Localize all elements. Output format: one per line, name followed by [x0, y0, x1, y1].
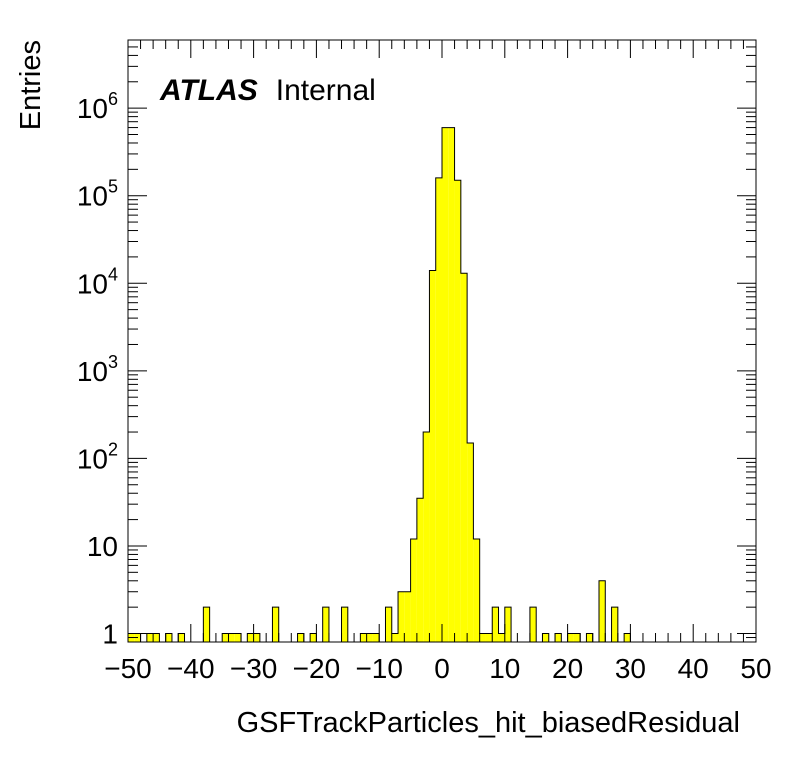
- histogram-bar: [599, 580, 606, 642]
- histogram-bar: [222, 633, 229, 642]
- histogram-bar: [542, 633, 549, 642]
- histogram-bar: [416, 498, 424, 642]
- atlas-label: ATLAS Internal: [159, 74, 376, 107]
- histogram-bar: [203, 607, 210, 642]
- histogram-bar: [573, 633, 581, 642]
- x-tick-label: 20: [552, 653, 583, 684]
- x-tick-label: −30: [230, 653, 278, 684]
- histogram-bar: [479, 633, 486, 642]
- atlas-label-status: Internal: [276, 74, 376, 107]
- y-tick-labels: 1 10 102 103 104 105 106: [77, 89, 118, 649]
- y-axis-title: Entries: [15, 40, 47, 130]
- histogram-bar: [234, 633, 242, 642]
- histogram-bar: [385, 607, 392, 642]
- histogram-bar: [366, 633, 373, 642]
- y-tick-label: 102: [77, 439, 118, 474]
- histogram-bar: [498, 633, 505, 642]
- histogram-bar: [253, 633, 260, 642]
- histogram-bar: [178, 633, 185, 642]
- histogram-bar: [624, 633, 631, 642]
- histogram-bar: [429, 270, 436, 642]
- y-tick-label: 1: [102, 619, 118, 650]
- histogram-bar: [391, 633, 399, 642]
- histogram-bar: [473, 539, 480, 642]
- histogram-bar: [297, 633, 304, 642]
- y-tick-label: 103: [77, 352, 118, 387]
- histogram-bar: [360, 633, 367, 642]
- histogram-bar: [586, 633, 593, 642]
- x-tick-labels: −50 −40 −30 −20 −10 0 10 20 30 40 50: [104, 653, 771, 684]
- histogram-bar: [467, 442, 474, 642]
- histogram-bar: [435, 177, 442, 643]
- x-tick-label: 30: [615, 653, 646, 684]
- histogram-bar: [372, 633, 380, 642]
- histogram-bar: [492, 607, 499, 642]
- histogram-bar: [228, 633, 235, 642]
- y-tick-label: 10: [87, 531, 118, 562]
- histogram-bar: [529, 607, 537, 642]
- histogram-bar: [460, 273, 468, 642]
- histogram-bar: [555, 633, 562, 642]
- y-tick-label: 106: [77, 89, 118, 124]
- y-tick-label: 105: [77, 177, 118, 212]
- histogram-bar: [410, 539, 417, 642]
- histogram-bar: [504, 607, 512, 642]
- histogram-bar: [485, 633, 493, 642]
- histogram-bar: [611, 607, 618, 642]
- histogram-bar: [153, 633, 160, 642]
- histogram-bar: [448, 127, 455, 642]
- histogram-bar: [322, 607, 329, 642]
- x-tick-label: −40: [167, 653, 215, 684]
- plot-frame: [127, 39, 757, 643]
- histogram-bar: [146, 633, 154, 642]
- histogram-bar: [423, 432, 430, 642]
- histogram-bar: [165, 633, 172, 642]
- atlas-label-bold: ATLAS: [159, 74, 258, 107]
- histogram-bar: [247, 633, 254, 642]
- x-axis-title: GSFTrackParticles_hit_biasedResidual: [237, 707, 740, 739]
- histogram-bar: [310, 633, 317, 642]
- x-tick-label: −10: [355, 653, 403, 684]
- histogram-bar: [398, 591, 405, 642]
- histogram-bar: [454, 180, 461, 642]
- x-tick-label: 10: [489, 653, 520, 684]
- histogram-bar: [272, 607, 279, 642]
- x-tick-label: −50: [104, 653, 152, 684]
- x-tick-label: −20: [293, 653, 341, 684]
- histogram-bars: [128, 127, 631, 643]
- x-tick-label: 40: [678, 653, 709, 684]
- histogram-bar: [404, 591, 411, 642]
- histogram-bar: [567, 633, 574, 642]
- y-tick-label: 104: [77, 264, 118, 299]
- histogram-bar: [442, 127, 449, 642]
- x-tick-label: 0: [434, 653, 450, 684]
- histogram-bar: [341, 607, 348, 642]
- x-tick-label: 50: [740, 653, 771, 684]
